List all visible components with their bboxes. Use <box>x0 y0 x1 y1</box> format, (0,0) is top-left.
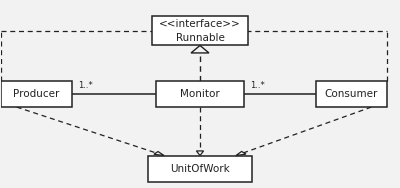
Text: Monitor: Monitor <box>180 89 220 99</box>
Text: 1..*: 1..* <box>78 81 93 90</box>
Polygon shape <box>154 152 164 156</box>
Text: 1..*: 1..* <box>250 81 264 90</box>
Bar <box>152 16 248 45</box>
Polygon shape <box>236 151 246 156</box>
Bar <box>1 81 72 107</box>
Bar <box>156 81 244 107</box>
Text: <<interface>>
Runnable: <<interface>> Runnable <box>159 19 241 42</box>
Text: Consumer: Consumer <box>325 89 378 99</box>
Bar <box>316 81 387 107</box>
Text: Producer: Producer <box>13 89 60 99</box>
Polygon shape <box>191 45 209 53</box>
Bar <box>148 156 252 182</box>
Polygon shape <box>196 151 204 156</box>
Text: UnitOfWork: UnitOfWork <box>170 164 230 174</box>
